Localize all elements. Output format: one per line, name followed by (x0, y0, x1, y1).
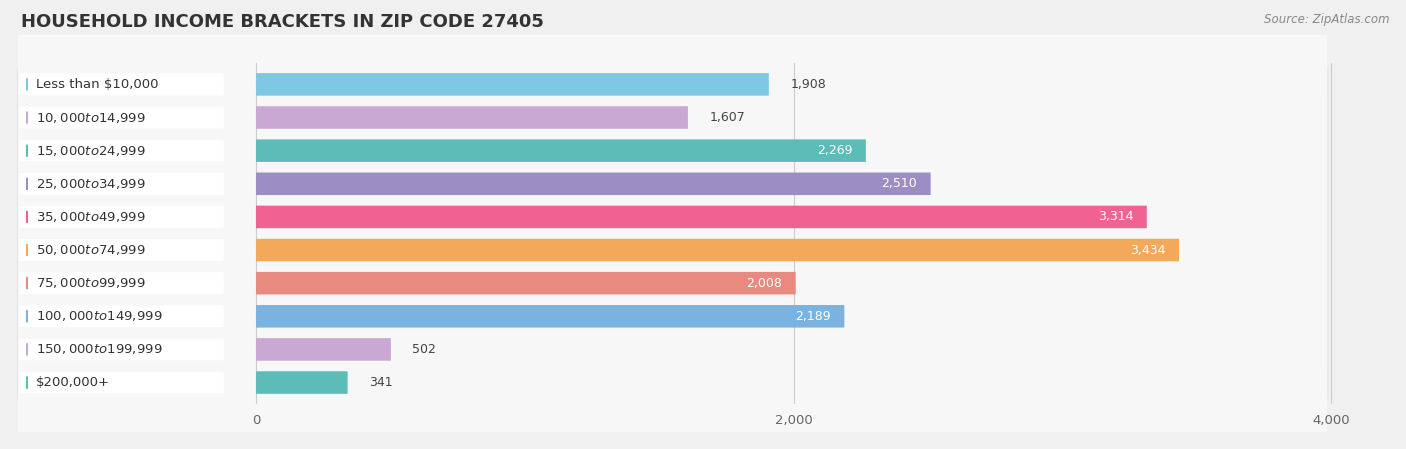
Text: $15,000 to $24,999: $15,000 to $24,999 (35, 144, 145, 158)
FancyBboxPatch shape (18, 226, 1327, 340)
FancyBboxPatch shape (17, 366, 1329, 399)
Text: Source: ZipAtlas.com: Source: ZipAtlas.com (1264, 13, 1389, 26)
FancyBboxPatch shape (256, 239, 1180, 261)
Text: 1,908: 1,908 (790, 78, 827, 91)
FancyBboxPatch shape (17, 68, 1329, 101)
FancyBboxPatch shape (20, 140, 224, 162)
FancyBboxPatch shape (17, 167, 1329, 200)
FancyBboxPatch shape (17, 101, 1329, 134)
FancyBboxPatch shape (20, 272, 224, 294)
FancyBboxPatch shape (256, 172, 931, 195)
FancyBboxPatch shape (18, 127, 1327, 241)
FancyBboxPatch shape (256, 305, 845, 328)
Text: HOUSEHOLD INCOME BRACKETS IN ZIP CODE 27405: HOUSEHOLD INCOME BRACKETS IN ZIP CODE 27… (21, 13, 544, 31)
FancyBboxPatch shape (18, 27, 1327, 141)
FancyBboxPatch shape (20, 305, 224, 327)
FancyBboxPatch shape (17, 333, 1329, 366)
FancyBboxPatch shape (17, 233, 1329, 267)
FancyBboxPatch shape (20, 206, 224, 228)
Text: $25,000 to $34,999: $25,000 to $34,999 (35, 177, 145, 191)
FancyBboxPatch shape (18, 260, 1327, 373)
FancyBboxPatch shape (256, 272, 796, 295)
Text: 2,008: 2,008 (747, 277, 782, 290)
FancyBboxPatch shape (256, 338, 391, 361)
Text: 2,269: 2,269 (817, 144, 852, 157)
Text: 2,510: 2,510 (882, 177, 917, 190)
Text: $50,000 to $74,999: $50,000 to $74,999 (35, 243, 145, 257)
FancyBboxPatch shape (256, 139, 866, 162)
FancyBboxPatch shape (18, 326, 1327, 440)
Text: 502: 502 (412, 343, 436, 356)
Text: 3,434: 3,434 (1130, 243, 1166, 256)
FancyBboxPatch shape (18, 193, 1327, 307)
FancyBboxPatch shape (256, 371, 347, 394)
Text: $75,000 to $99,999: $75,000 to $99,999 (35, 276, 145, 290)
Text: 3,314: 3,314 (1098, 211, 1133, 224)
FancyBboxPatch shape (18, 292, 1327, 406)
FancyBboxPatch shape (20, 173, 224, 195)
FancyBboxPatch shape (17, 300, 1329, 333)
FancyBboxPatch shape (20, 74, 224, 95)
Text: $150,000 to $199,999: $150,000 to $199,999 (35, 343, 162, 357)
FancyBboxPatch shape (18, 160, 1327, 274)
Text: 341: 341 (370, 376, 392, 389)
Text: 1,607: 1,607 (710, 111, 745, 124)
FancyBboxPatch shape (20, 106, 224, 128)
FancyBboxPatch shape (17, 267, 1329, 300)
Text: $100,000 to $149,999: $100,000 to $149,999 (35, 309, 162, 323)
Text: 2,189: 2,189 (796, 310, 831, 323)
Text: $200,000+: $200,000+ (35, 376, 110, 389)
Text: Less than $10,000: Less than $10,000 (35, 78, 157, 91)
FancyBboxPatch shape (18, 94, 1327, 207)
FancyBboxPatch shape (18, 61, 1327, 175)
Text: $35,000 to $49,999: $35,000 to $49,999 (35, 210, 145, 224)
FancyBboxPatch shape (256, 106, 688, 129)
FancyBboxPatch shape (20, 339, 224, 361)
FancyBboxPatch shape (256, 206, 1147, 228)
FancyBboxPatch shape (20, 239, 224, 261)
FancyBboxPatch shape (17, 200, 1329, 233)
FancyBboxPatch shape (17, 134, 1329, 167)
FancyBboxPatch shape (256, 73, 769, 96)
Text: $10,000 to $14,999: $10,000 to $14,999 (35, 110, 145, 124)
FancyBboxPatch shape (20, 372, 224, 393)
